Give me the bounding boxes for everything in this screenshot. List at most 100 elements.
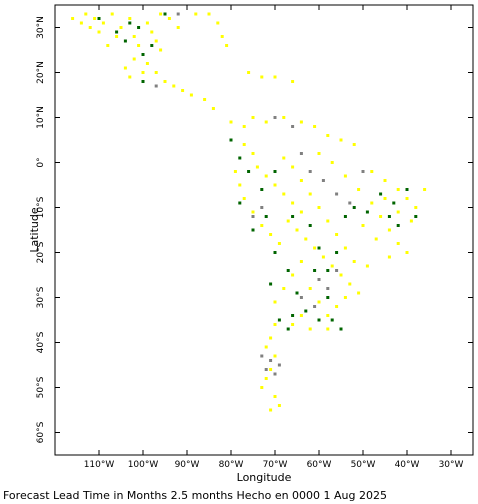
map-point xyxy=(396,242,400,245)
y-tick-label: 50°S xyxy=(36,376,46,398)
map-point xyxy=(137,44,141,47)
map-point xyxy=(313,246,317,250)
map-point xyxy=(247,170,251,173)
map-point xyxy=(238,201,242,205)
map-point xyxy=(348,282,352,286)
map-point xyxy=(379,215,383,218)
map-point xyxy=(339,273,343,277)
map-point xyxy=(211,107,215,110)
map-point xyxy=(291,125,295,128)
map-point xyxy=(264,120,268,124)
map-point xyxy=(326,134,330,137)
map-point xyxy=(260,206,264,209)
map-point xyxy=(260,224,264,227)
map-point xyxy=(291,201,295,205)
map-point xyxy=(277,363,281,367)
map-point xyxy=(291,80,295,83)
map-point xyxy=(396,224,400,227)
map-point xyxy=(273,183,277,187)
x-tick-label: 110°W xyxy=(84,460,115,470)
map-point xyxy=(251,116,255,119)
map-point xyxy=(379,192,383,196)
y-tick-label: 30°S xyxy=(36,286,46,308)
map-point xyxy=(115,30,119,34)
map-point xyxy=(220,35,224,38)
map-point xyxy=(295,291,299,295)
map-point xyxy=(119,26,123,29)
map-point xyxy=(308,287,312,290)
map-point xyxy=(251,152,255,155)
map-point xyxy=(299,260,303,263)
x-tick-label: 100°W xyxy=(128,460,159,470)
map-point xyxy=(317,278,321,281)
map-point xyxy=(317,246,321,250)
map-point xyxy=(159,48,163,52)
map-point xyxy=(167,17,171,20)
map-point xyxy=(189,93,193,97)
map-point xyxy=(299,120,303,124)
map-point xyxy=(405,251,409,254)
map-point xyxy=(313,305,317,308)
map-point xyxy=(251,210,255,214)
x-tick-label: 40°W xyxy=(395,460,420,470)
map-point xyxy=(299,296,303,299)
map-point xyxy=(273,251,277,254)
map-point xyxy=(101,21,105,25)
map-point xyxy=(291,314,295,317)
map-point xyxy=(286,219,290,223)
map-point xyxy=(326,327,330,331)
map-point xyxy=(321,179,325,182)
map-point xyxy=(339,327,343,331)
map-point xyxy=(216,21,220,25)
map-point xyxy=(317,318,321,322)
map-point xyxy=(308,192,312,196)
map-point xyxy=(273,354,277,358)
x-tick-label: 80°W xyxy=(219,460,244,470)
map-point xyxy=(343,174,347,178)
map-point xyxy=(365,264,369,268)
map-point xyxy=(150,44,154,47)
map-point xyxy=(352,143,356,146)
map-point xyxy=(343,246,347,250)
map-point xyxy=(106,44,110,47)
map-point xyxy=(383,179,387,182)
map-point xyxy=(123,66,127,70)
map-point xyxy=(405,188,409,191)
map-point xyxy=(326,269,330,272)
map-point xyxy=(137,26,141,29)
map-point xyxy=(286,327,290,331)
map-point xyxy=(291,323,295,326)
points-layer xyxy=(71,12,427,412)
map-point xyxy=(335,269,339,272)
map-point xyxy=(282,192,286,196)
map-point xyxy=(326,296,330,299)
map-point xyxy=(242,143,246,146)
map-point xyxy=(79,21,83,25)
map-point xyxy=(194,12,198,16)
map-point xyxy=(396,188,400,191)
map-point xyxy=(176,26,180,29)
map-point xyxy=(273,170,277,173)
map-point xyxy=(163,80,167,83)
map-point xyxy=(423,188,427,191)
map-point xyxy=(313,125,317,128)
map-point xyxy=(97,30,101,34)
map-point xyxy=(361,170,365,173)
map-point xyxy=(251,215,255,218)
map-point xyxy=(326,287,330,290)
plot-frame xyxy=(54,4,474,456)
ticks-layer: 110°W 100°W 90°W 80°W 70°W 60°W 50°W 40°W 30°W 30… xyxy=(36,5,473,470)
map-point xyxy=(269,233,273,236)
map-point xyxy=(154,39,158,43)
map-point xyxy=(335,192,339,196)
map-point xyxy=(141,80,145,83)
map-point xyxy=(370,170,374,173)
map-point xyxy=(269,282,273,286)
map-point xyxy=(242,197,246,200)
y-tick-label: 20°S xyxy=(36,241,46,263)
map-point xyxy=(339,138,343,142)
map-point xyxy=(273,323,277,326)
map-point xyxy=(255,165,259,169)
map-point xyxy=(260,188,264,191)
